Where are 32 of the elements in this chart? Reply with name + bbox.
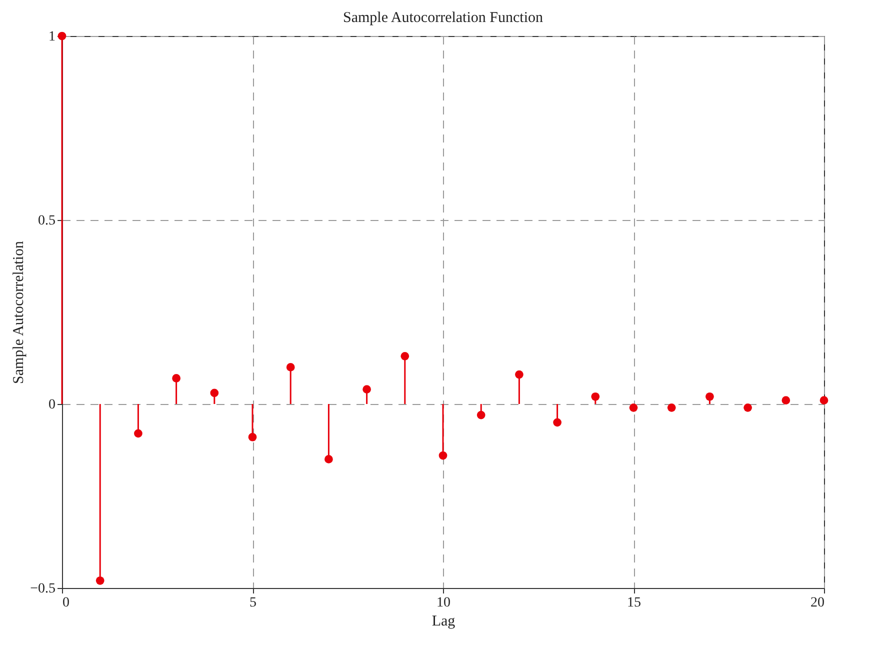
- point: [667, 404, 676, 412]
- point: [400, 352, 410, 360]
- x-axis-title: Lag: [432, 614, 456, 630]
- point: [629, 404, 638, 412]
- point: [591, 392, 600, 401]
- point: [286, 363, 295, 372]
- y-tick-label: 0.5: [38, 214, 56, 228]
- x-tick-label: 10: [436, 596, 450, 610]
- chart-title: Sample Autocorrelation Function: [343, 10, 544, 26]
- y-tick-label: 1: [48, 30, 56, 44]
- x-tick-label: 5: [250, 596, 256, 610]
- point: [324, 455, 333, 464]
- point: [744, 404, 752, 412]
- point: [210, 388, 219, 398]
- point: [706, 392, 714, 401]
- point: [820, 396, 828, 404]
- point: [172, 374, 180, 382]
- x-tick-label: 0: [62, 596, 70, 610]
- y-tick-label: −0.5: [30, 582, 56, 596]
- point: [248, 432, 257, 442]
- y-axis-title: Sample Autocorrelation: [11, 240, 28, 384]
- x-tick-label: 20: [810, 596, 824, 610]
- point: [553, 418, 562, 427]
- point: [438, 451, 448, 460]
- point: [476, 410, 486, 420]
- point: [134, 429, 142, 438]
- y-tick-label: 0: [48, 398, 56, 412]
- point: [515, 370, 524, 379]
- point: [362, 385, 371, 394]
- point: [96, 576, 104, 585]
- x-tick-label: 15: [627, 596, 641, 610]
- point: [782, 396, 790, 404]
